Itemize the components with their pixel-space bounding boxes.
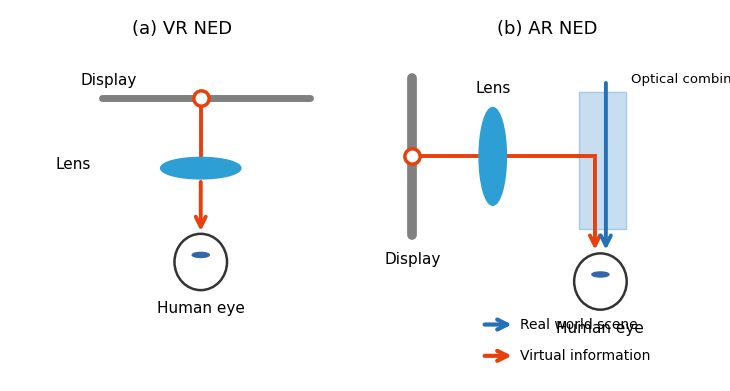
Text: Display: Display [384,252,441,267]
Text: Human eye: Human eye [157,301,245,316]
Text: Human eye: Human eye [556,321,645,335]
Ellipse shape [161,157,241,179]
Circle shape [174,234,227,290]
Ellipse shape [192,253,210,257]
Text: Real world scene: Real world scene [520,317,638,332]
Text: (a) VR NED: (a) VR NED [132,20,233,38]
Text: Optical combiner: Optical combiner [631,73,730,86]
Text: Display: Display [80,73,137,88]
Text: Virtual information: Virtual information [520,349,650,363]
Text: Lens: Lens [56,157,91,172]
Text: (b) AR NED: (b) AR NED [497,20,598,38]
Ellipse shape [479,108,507,205]
FancyBboxPatch shape [578,92,626,229]
Ellipse shape [592,272,609,277]
Text: Lens: Lens [475,81,510,96]
Circle shape [574,253,626,310]
